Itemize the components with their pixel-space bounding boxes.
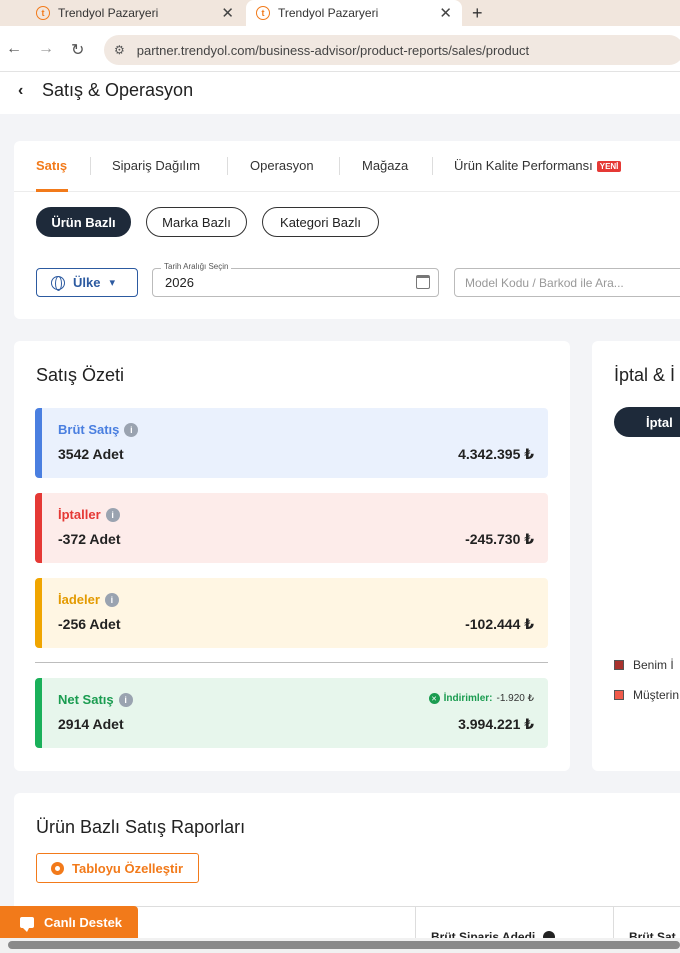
tab-siparis-dagilim[interactable]: Sipariş Dağılım	[112, 158, 201, 173]
tab-separator	[432, 157, 433, 175]
legend-swatch	[614, 660, 624, 670]
tab-separator	[227, 157, 228, 175]
horizontal-scrollbar[interactable]	[8, 941, 680, 949]
discount-label: İndirimler:	[443, 693, 493, 704]
row-amount: -245.730 ₺	[465, 531, 534, 547]
info-icon[interactable]: i	[118, 692, 133, 707]
row-quantity: -256 Adet	[58, 616, 121, 632]
legend-item: Benim İ	[614, 658, 674, 672]
browser-tab[interactable]: t Trendyol Pazaryeri ✕	[0, 0, 244, 26]
reload-icon[interactable]: ↻	[71, 42, 85, 59]
tab-separator	[90, 157, 91, 175]
scope-pill-kategori-bazli[interactable]: Kategori Bazlı	[262, 207, 379, 237]
close-icon[interactable]: ✕	[439, 5, 452, 22]
date-range-field[interactable]: Tarih Aralığı Seçin 2026	[152, 262, 439, 297]
legend-item: Müşterin	[614, 688, 679, 702]
summary-row-net-satis: Net Satış i ✕ İndirimler: -1.920 ₺ 2914 A…	[35, 678, 548, 748]
live-support-button[interactable]: Canlı Destek	[0, 906, 138, 938]
discount-icon: ✕	[428, 693, 440, 704]
row-amount: -102.444 ₺	[465, 616, 534, 632]
row-amount: 4.342.395 ₺	[458, 446, 534, 462]
info-icon[interactable]: i	[104, 592, 119, 607]
legend-swatch	[614, 690, 624, 700]
calendar-icon[interactable]	[416, 275, 430, 289]
row-label: Net Satış	[58, 692, 114, 707]
trendyol-icon: t	[36, 6, 50, 20]
info-icon[interactable]: i	[124, 422, 139, 437]
info-icon[interactable]: i	[105, 507, 120, 522]
row-label: Brüt Satış	[58, 422, 120, 437]
back-chevron-icon[interactable]: ‹	[18, 82, 24, 99]
filter-card: Satış Sipariş Dağılım Operasyon Mağaza Ü…	[14, 141, 680, 319]
summary-row-iptaller: İptaller i -372 Adet -245.730 ₺	[35, 493, 548, 563]
chevron-down-icon: ▾	[109, 277, 115, 289]
site-settings-icon[interactable]: ⚙	[114, 43, 125, 57]
discount-value: -1.920 ₺	[496, 693, 535, 704]
legend-label: Müşterin	[633, 688, 680, 702]
cancel-return-title: İptal & İ	[614, 365, 676, 385]
scope-pill-marka-bazli[interactable]: Marka Bazlı	[146, 207, 247, 237]
tab-satis[interactable]: Satış	[36, 158, 68, 173]
summary-row-brut-satis: Brüt Satış i 3542 Adet 4.342.395 ₺	[35, 408, 548, 478]
country-dropdown[interactable]: Ülke ▾	[36, 268, 138, 297]
browser-tab-active[interactable]: t Trendyol Pazaryeri ✕	[246, 0, 462, 26]
gear-icon	[51, 861, 64, 875]
discount-info: ✕ İndirimler: -1.920 ₺	[428, 693, 535, 704]
country-label: Ülke	[73, 275, 101, 290]
url-text: partner.trendyol.com/business-advisor/pr…	[136, 42, 530, 58]
new-tab-icon[interactable]: +	[472, 3, 483, 23]
address-bar: ← → ↻ ⚙ partner.trendyol.com/business-ad…	[0, 26, 680, 72]
search-input[interactable]	[454, 268, 680, 297]
report-tabs: Satış Sipariş Dağılım Operasyon Mağaza Ü…	[14, 141, 680, 192]
column-separator	[415, 907, 416, 947]
scope-pill-urun-bazli[interactable]: Ürün Bazlı	[36, 207, 131, 237]
summary-row-iadeler: İadeler i -256 Adet -102.444 ₺	[35, 578, 548, 648]
row-quantity: 3542 Adet	[58, 446, 124, 462]
url-field[interactable]: ⚙ partner.trendyol.com/business-advisor/…	[104, 35, 680, 65]
row-amount: 3.994.221 ₺	[458, 716, 534, 732]
close-icon[interactable]: ✕	[221, 5, 234, 22]
sales-summary-title: Satış Özeti	[36, 365, 125, 385]
cancel-pill[interactable]: İptal	[614, 407, 680, 437]
report-title: Ürün Bazlı Satış Raporları	[36, 817, 246, 837]
sales-summary-card: Satış Özeti Brüt Satış i 3542 Adet 4.342.…	[14, 341, 570, 771]
live-support-label: Canlı Destek	[44, 914, 123, 930]
browser-tab-bar: t Trendyol Pazaryeri ✕ t Trendyol Pazary…	[0, 0, 680, 26]
row-label: İptaller	[58, 507, 101, 522]
column-separator	[613, 907, 614, 947]
row-quantity: -372 Adet	[58, 531, 121, 547]
summary-divider	[35, 662, 548, 663]
globe-icon	[51, 275, 65, 291]
new-badge: YENİ	[596, 161, 622, 173]
customize-label: Tabloyu Özelleştir	[72, 860, 184, 876]
customize-table-button[interactable]: Tabloyu Özelleştir	[36, 853, 199, 883]
page-title: Satış & Operasyon	[42, 80, 194, 100]
back-arrow-icon[interactable]: ←	[6, 40, 22, 57]
browser-tab-title: Trendyol Pazaryeri	[58, 6, 159, 20]
tab-urun-kalite-performansi[interactable]: Ürün Kalite Performansı YENİ	[454, 158, 622, 173]
browser-tab-title: Trendyol Pazaryeri	[278, 6, 379, 20]
tab-label: Ürün Kalite Performansı	[454, 158, 593, 173]
cancel-return-card: İptal & İ İptal Benim İ Müşterin	[592, 341, 680, 771]
row-quantity: 2914 Adet	[58, 716, 124, 732]
active-tab-indicator	[36, 189, 68, 192]
row-label: İadeler	[58, 592, 100, 607]
legend-label: Benim İ	[633, 658, 674, 672]
date-range-value: 2026	[165, 275, 194, 290]
page-header: ‹ Satış & Operasyon	[0, 72, 680, 114]
chat-bubble-icon	[20, 916, 34, 932]
tab-separator	[339, 157, 340, 175]
tab-operasyon[interactable]: Operasyon	[250, 158, 314, 173]
trendyol-icon: t	[256, 6, 270, 20]
forward-arrow-icon[interactable]: →	[38, 40, 54, 57]
tab-magaza[interactable]: Mağaza	[362, 158, 409, 173]
date-range-label: Tarih Aralığı Seçin	[161, 262, 232, 271]
